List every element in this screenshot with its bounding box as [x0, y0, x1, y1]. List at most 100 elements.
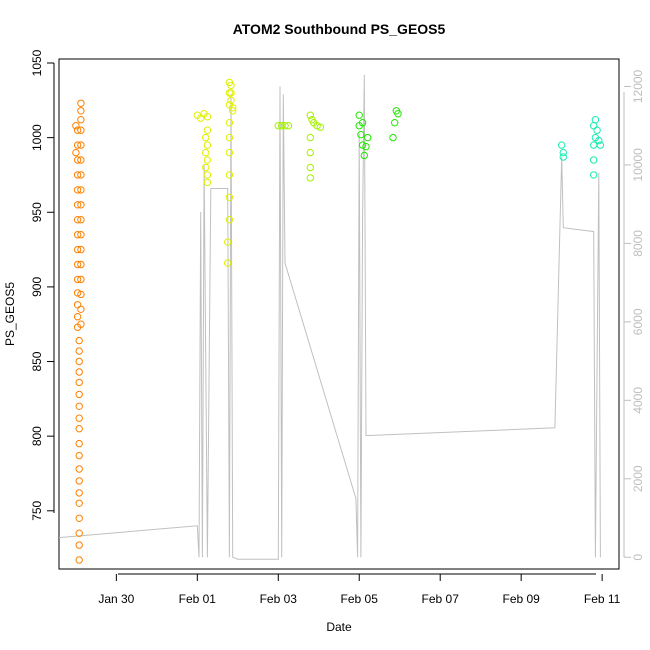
data-point — [590, 141, 598, 149]
data-point — [224, 238, 232, 246]
series-3 — [355, 107, 402, 160]
x-tick-label: Feb 05 — [341, 592, 379, 606]
data-point — [75, 390, 83, 399]
data-point — [73, 260, 82, 269]
data-point — [75, 336, 83, 345]
x-axis: Jan 30 Feb 01 Feb 03 Feb 05 Feb 07 Feb 09 Feb … — [98, 573, 621, 606]
data-point — [360, 151, 368, 160]
data-point — [229, 107, 237, 115]
data-point — [77, 171, 85, 179]
data-point — [72, 122, 80, 130]
data-point — [77, 107, 85, 115]
data-point — [75, 465, 83, 473]
data-point — [229, 104, 237, 112]
data-point — [73, 301, 82, 309]
data-point — [77, 260, 85, 269]
y-tick-label: 850 — [30, 351, 44, 371]
series-2 — [274, 111, 325, 182]
data-point — [77, 126, 85, 134]
data-point — [202, 148, 210, 157]
data-point — [203, 141, 212, 149]
data-point — [73, 171, 82, 179]
data-point — [75, 439, 83, 448]
data-point — [313, 122, 321, 130]
y-axis-label: PS_GEOS5 — [3, 282, 17, 346]
data-point — [593, 126, 601, 134]
right-tick-label: 10000 — [631, 148, 645, 182]
data-point — [306, 174, 314, 182]
points-layer — [72, 78, 605, 564]
data-point — [357, 130, 365, 139]
data-point — [75, 514, 83, 522]
x-tick-label: Feb 07 — [422, 592, 460, 606]
data-point — [75, 347, 83, 355]
y-tick-label: 900 — [30, 277, 44, 297]
data-point — [225, 119, 234, 127]
right-tick-label: 12000 — [631, 69, 645, 103]
data-point — [358, 141, 367, 149]
y-tick-label: 800 — [30, 426, 44, 446]
data-point — [73, 201, 82, 209]
data-point — [75, 489, 83, 497]
data-point — [559, 153, 567, 161]
right-tick-label: 8000 — [631, 230, 645, 257]
y-tick-label: 1050 — [30, 49, 44, 76]
data-point — [77, 156, 85, 164]
data-point — [203, 113, 212, 121]
data-point — [227, 89, 235, 97]
series-1 — [193, 78, 237, 267]
data-point — [316, 123, 325, 131]
data-point — [77, 201, 85, 209]
plot-panel — [58, 58, 620, 570]
data-point — [77, 141, 85, 149]
data-point — [306, 133, 314, 142]
data-point — [75, 378, 83, 387]
data-point — [203, 156, 212, 164]
data-point — [73, 245, 82, 254]
data-point — [364, 133, 372, 142]
altitude-layer — [58, 74, 601, 560]
data-point — [77, 305, 85, 313]
data-point — [591, 116, 600, 124]
data-point — [227, 81, 235, 90]
data-point — [75, 368, 83, 376]
data-point — [73, 289, 82, 297]
data-point — [73, 126, 82, 134]
data-point — [225, 216, 234, 224]
data-point — [77, 216, 85, 224]
x-tick-label: Feb 03 — [260, 592, 298, 606]
data-point — [389, 133, 397, 142]
data-point — [281, 122, 289, 130]
data-point — [355, 111, 363, 119]
data-point — [73, 141, 82, 149]
data-point — [73, 156, 82, 164]
data-point — [284, 122, 293, 130]
x-tick-label: Feb 11 — [584, 592, 621, 606]
data-point — [75, 499, 83, 507]
data-point — [73, 275, 82, 284]
right-tick-label: 2000 — [631, 465, 645, 492]
chart-title: ATOM2 Southbound PS_GEOS5 — [233, 21, 446, 37]
data-point — [75, 402, 83, 410]
x-axis-label: Date — [326, 620, 352, 634]
data-point — [75, 425, 83, 433]
data-point — [225, 171, 234, 179]
data-point — [75, 529, 83, 537]
data-point — [590, 156, 598, 164]
y-axis: 750 800 850 900 950 1000 1050 — [30, 49, 55, 521]
data-point — [590, 122, 598, 130]
data-point — [225, 148, 234, 157]
data-point — [391, 119, 399, 127]
right-tick-label: 6000 — [631, 308, 645, 335]
data-point — [73, 186, 82, 194]
data-point — [75, 477, 83, 485]
data-point — [75, 357, 83, 366]
data-point — [73, 313, 82, 321]
data-point — [77, 99, 85, 108]
data-point — [73, 216, 82, 224]
y-tick-label: 1000 — [30, 124, 44, 151]
data-point — [75, 414, 83, 422]
data-point — [75, 451, 83, 460]
data-point — [75, 556, 83, 564]
data-point — [203, 126, 212, 134]
